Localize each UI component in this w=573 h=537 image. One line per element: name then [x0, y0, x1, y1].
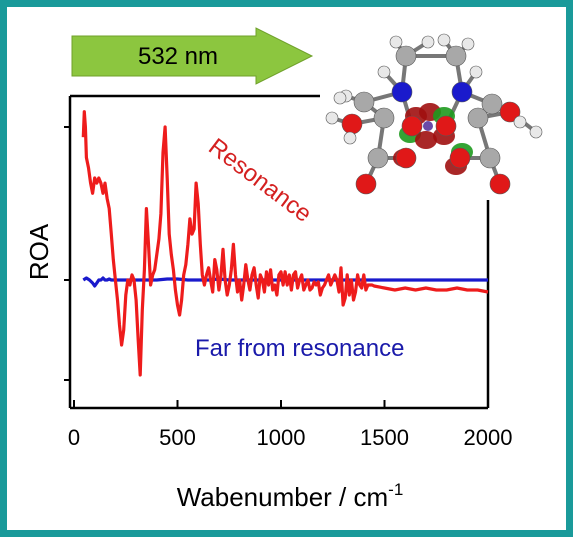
x-axis-title-main: Wabenumber / cm — [177, 482, 388, 512]
atom-n — [451, 81, 473, 103]
atom-c — [373, 107, 395, 129]
atom-h — [461, 37, 475, 51]
atom-h — [513, 115, 527, 129]
annotation-far-from-resonance: Far from resonance — [195, 335, 404, 362]
atom-metal-center — [423, 121, 433, 131]
series-layer — [81, 110, 489, 377]
atom-o — [355, 173, 377, 195]
atom-c — [445, 45, 467, 67]
laser-arrow: 532 nm — [71, 27, 314, 85]
x-tick-label: 0 — [68, 425, 80, 450]
atom-c — [467, 107, 489, 129]
y-axis-title: ROA — [24, 223, 54, 280]
atom-o — [435, 115, 457, 137]
atom-o — [395, 147, 417, 169]
x-tick-label: 1000 — [257, 425, 306, 450]
atom-o — [401, 115, 423, 137]
annotation-resonance: Resonance — [203, 133, 316, 228]
atom-h — [333, 91, 347, 105]
atom-o — [499, 101, 521, 123]
atom-c — [395, 45, 417, 67]
arrow-shape — [71, 27, 314, 85]
plot-frame — [68, 94, 490, 410]
atom-h — [469, 65, 483, 79]
x-axis-title-superscript: -1 — [388, 480, 403, 499]
orbital-lobe — [415, 131, 437, 149]
molecule-structure-image — [325, 33, 543, 195]
atom-c — [353, 91, 375, 113]
resonance-line — [81, 110, 489, 377]
atom-c — [479, 147, 501, 169]
atom-o — [449, 147, 471, 169]
atom-c — [367, 147, 389, 169]
atom-h — [421, 35, 435, 49]
axis-ticks: 0 500 1000 1500 2000 — [64, 126, 513, 450]
atom-h — [325, 111, 339, 125]
arrow-label: 532 nm — [138, 43, 218, 70]
atom-h — [437, 33, 451, 47]
atom-o — [489, 173, 511, 195]
atom-h — [389, 35, 403, 49]
atom-h — [343, 131, 357, 145]
x-tick-label: 2000 — [464, 425, 513, 450]
atom-o — [341, 113, 363, 135]
x-axis-title: Wabenumber / cm-1 — [177, 480, 404, 512]
x-tick-label: 1500 — [360, 425, 409, 450]
atom-n — [391, 81, 413, 103]
x-tick-label: 500 — [159, 425, 196, 450]
atom-h — [529, 125, 543, 139]
atom-c — [481, 93, 503, 115]
atom-h — [377, 65, 391, 79]
